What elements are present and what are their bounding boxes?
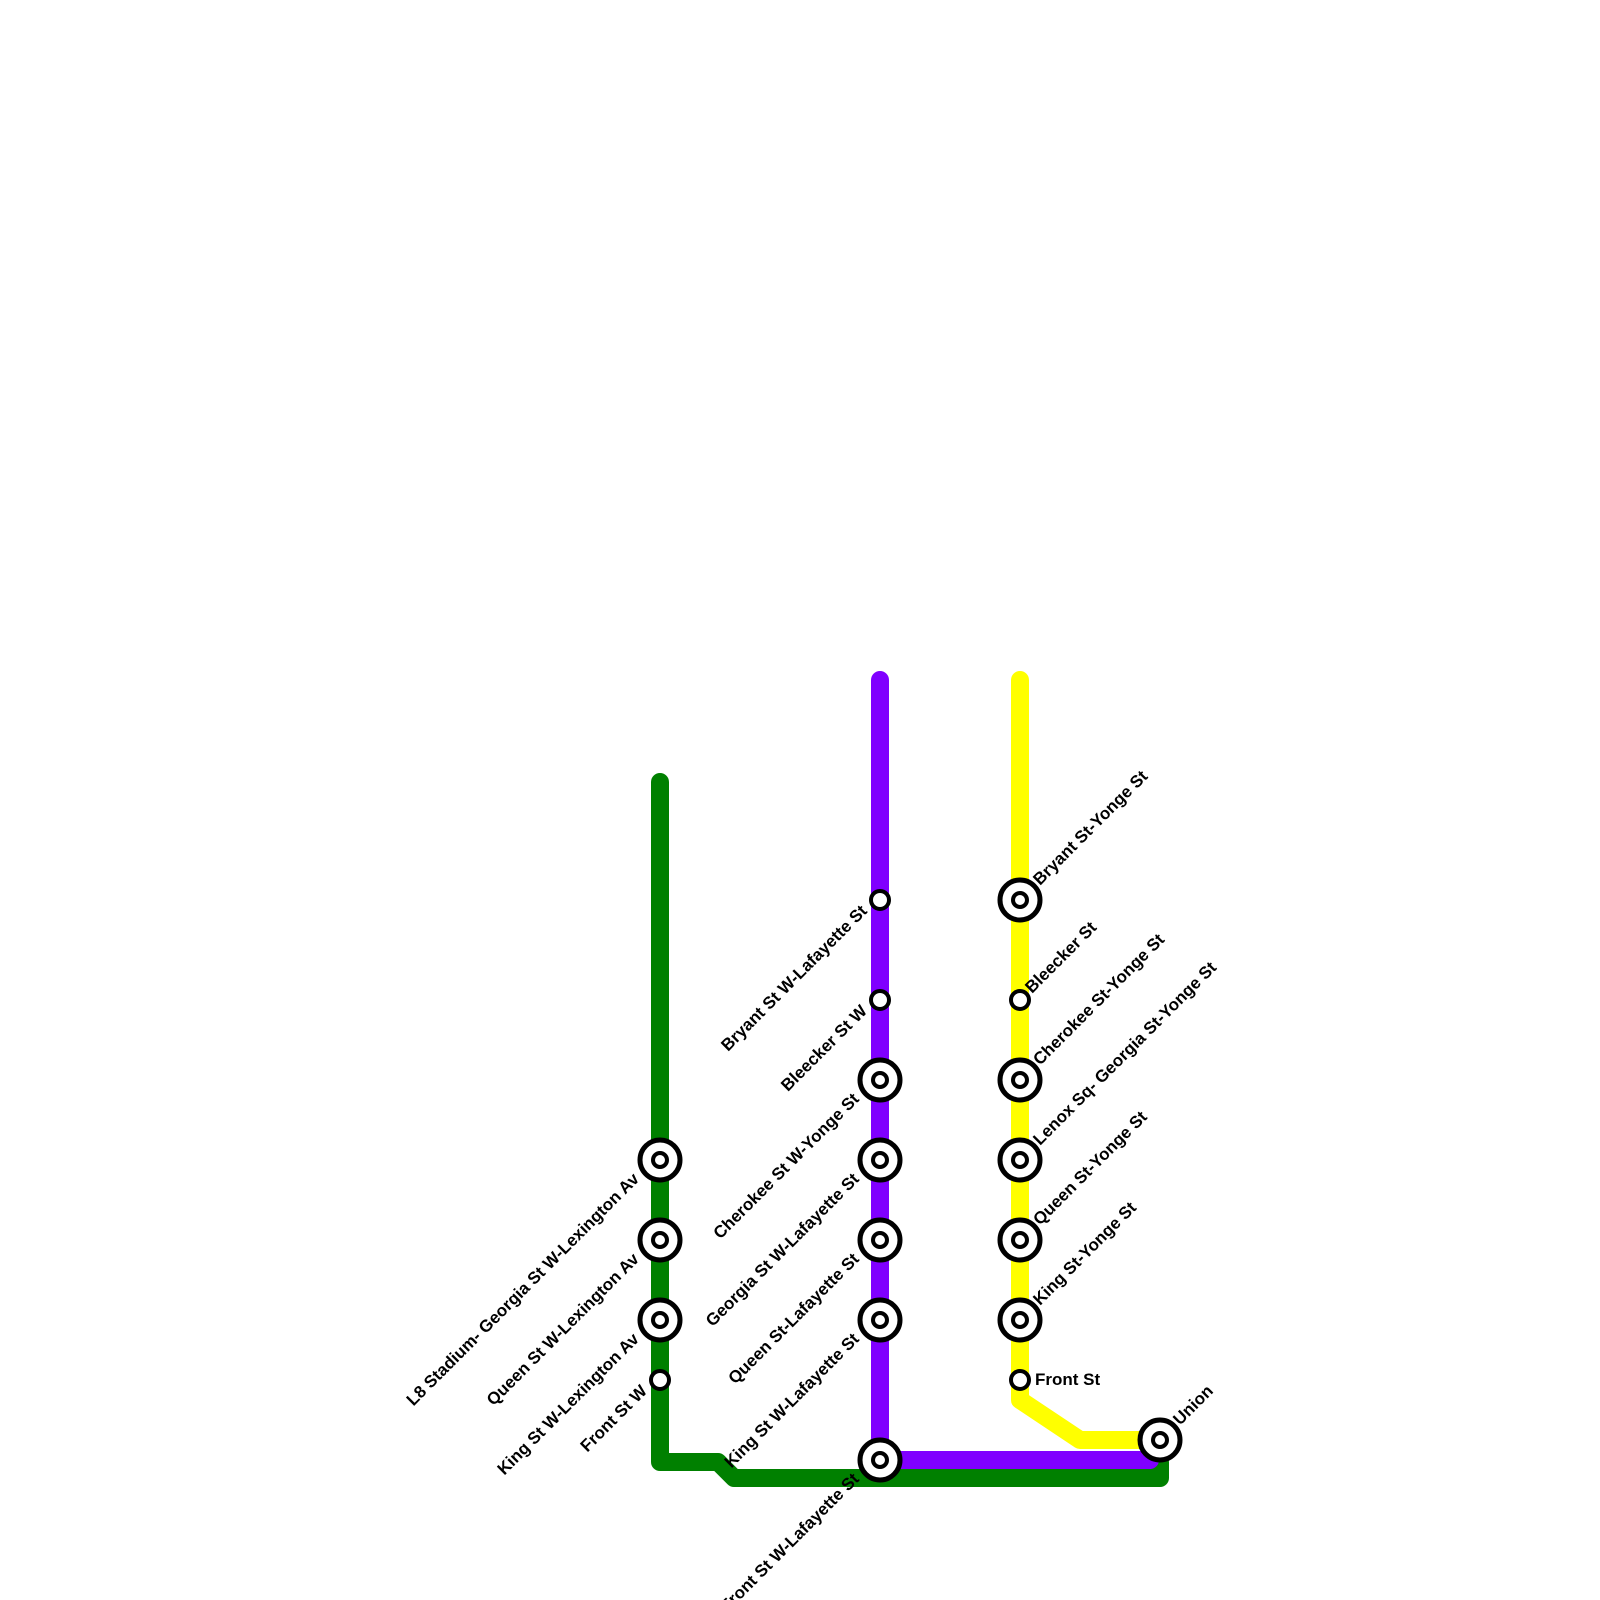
interchange-station-inner bbox=[871, 1451, 889, 1469]
interchange-station-inner bbox=[651, 1311, 669, 1329]
interchange-station-inner bbox=[1011, 1151, 1029, 1169]
station bbox=[649, 1369, 671, 1391]
interchange-station-inner bbox=[1011, 1231, 1029, 1249]
station bbox=[1009, 989, 1031, 1011]
interchange-station-inner bbox=[1011, 891, 1029, 909]
green-line bbox=[651, 773, 1169, 1487]
interchange-station-inner bbox=[1011, 1071, 1029, 1089]
interchange-station-inner bbox=[651, 1231, 669, 1249]
yellow-line bbox=[1011, 671, 1167, 1449]
interchange-station-inner bbox=[871, 1231, 889, 1249]
station-label: Front St bbox=[1035, 1370, 1100, 1389]
interchange-station-inner bbox=[871, 1071, 889, 1089]
interchange-station-inner bbox=[871, 1311, 889, 1329]
interchange-station-inner bbox=[1011, 1311, 1029, 1329]
station bbox=[869, 889, 891, 911]
interchange-station-inner bbox=[1151, 1431, 1169, 1449]
interchange-station-inner bbox=[871, 1151, 889, 1169]
interchange-station-inner bbox=[651, 1151, 669, 1169]
station bbox=[869, 989, 891, 1011]
station bbox=[1009, 1369, 1031, 1391]
